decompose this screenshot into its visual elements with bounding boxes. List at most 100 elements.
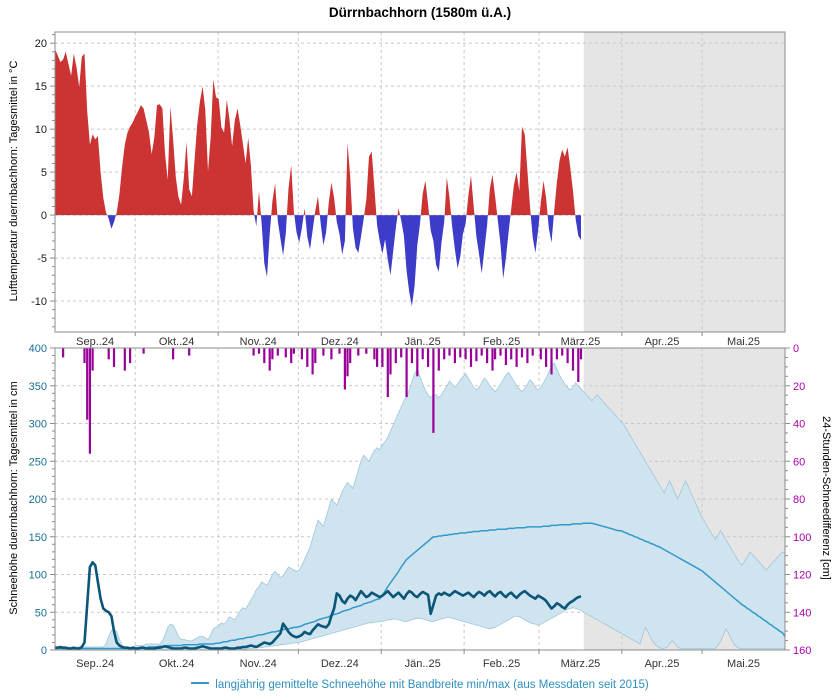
snow-diff-bar [276,348,279,356]
snow-diff-bars [62,348,583,454]
tick-label: 20 [35,38,47,50]
tick-label: 350 [29,381,47,393]
snow-diff-bar [410,348,413,364]
tick-label: 100 [793,532,811,544]
snow-diff-bar [365,348,368,354]
tick-label: 140 [793,607,811,619]
tick-label: 40 [793,419,805,431]
snow-diff-bar [268,348,271,371]
snow-diff-bar [469,348,473,367]
snow-diff-bar [494,348,497,360]
tick-label: März.25 [561,336,601,348]
snow-diff-bar [252,348,255,356]
snow-diff-bar [343,348,346,390]
snow-diff-bar [579,348,583,360]
snow-diff-bar [112,348,116,367]
snow-diff-bar [448,348,451,356]
snow-diff-bar [129,348,132,364]
snow-diff-bar [172,348,175,360]
tick-label: Feb..25 [483,336,520,348]
snow-mean [55,522,786,650]
tick-label: 50 [35,607,47,619]
legend: langjährig gemittelte Schneehöhe mit Ban… [0,679,840,691]
snow-diff-bar [432,348,435,433]
snow-diff-bar [373,348,376,360]
tick-label: 150 [29,532,47,544]
snow-diff-bar [526,348,529,364]
snow-diff-bar [142,348,145,354]
snow-diff-bar [400,348,403,358]
snow-diff-bar [394,348,397,364]
snow-diff-bar [443,348,446,360]
snow-diff-bar [539,348,542,360]
temperature-series [55,49,581,307]
snow-diff-bar [510,348,513,360]
tick-label: Jän..25 [405,658,441,670]
tick-label: 80 [793,494,805,506]
tick-label: 120 [793,570,811,582]
snow-diff-bar [555,348,558,360]
snow-diff-bar [271,348,274,360]
tick-label: 0 [41,210,47,222]
snow-diff-bar [88,348,91,454]
snow-diff-bar [389,348,392,375]
snow-diff-bar [86,348,89,420]
tick-label: 300 [29,419,47,431]
tick-label: März.25 [561,658,601,670]
nodata-region-top [583,32,785,332]
snow-diff-bar [577,348,580,382]
tick-label: 400 [29,343,47,355]
snow-diff-bar [416,348,419,377]
snow-diff-bar [311,348,314,375]
tick-label: 60 [793,456,805,468]
snow-diff-bar [62,348,65,358]
snow-diff-bar [349,348,352,364]
snow-mean-line [55,522,786,650]
tick-label: Sep..24 [76,336,114,348]
snow-diff-bar [421,348,424,360]
page-title: Dürrnbachhorn (1580m ü.A.) [328,5,512,20]
snow-diff-bar [292,348,295,354]
month-labels: Sep..24 Sep..24 Okt..24 Okt..24 Nov..24 Nov..… [76,332,760,670]
tick-label: Dez..24 [321,336,359,348]
snow-diff-bar [346,348,349,377]
snow-diff-bar [188,348,191,356]
snow-diff-bar [322,348,325,356]
legend-label: langjährig gemittelte Schneehöhe mit Ban… [215,679,649,691]
snow-diff-bar [123,348,126,371]
tick-label: 20 [793,381,805,393]
snow-diff-bar [491,348,494,371]
snow-diff-bar [107,348,110,360]
snow-diff-bar [314,348,317,364]
snow-diff-bar [561,348,564,356]
snow-diff-bar [427,348,430,367]
snow-diff-bar [545,348,548,367]
snow-diff-bar [91,348,94,371]
snow-diff-bar [405,348,408,398]
snow-diff-bar [531,348,534,356]
tick-label: 0 [41,645,47,657]
tick-label: 200 [29,494,47,506]
snow-diff-bar [381,348,384,367]
snow-diff-bar [480,348,483,356]
snow-diff-bar [566,348,569,364]
snow-diff-bar [459,348,462,358]
tick-label: Mai.25 [727,658,760,670]
tick-label: Okt..24 [159,658,194,670]
tick-label: Mai.25 [727,336,760,348]
snow-diff-bar [330,348,333,360]
snow-diff-bar [486,348,489,364]
snow-diff-bar [520,348,524,358]
snow-diff-bar [306,348,309,367]
tick-label: Nov..24 [240,336,277,348]
legend-line-swatch [191,681,210,684]
tick-label: 15 [35,81,47,93]
tick-label: Jän..25 [405,336,441,348]
axis-ticks-labels: 20151050-5-10400350300250200150100500020… [29,34,811,657]
snow-diff-bar [475,348,478,362]
tick-label: 160 [793,645,811,657]
tick-label: -5 [37,253,47,265]
tick-label: -10 [31,296,47,308]
